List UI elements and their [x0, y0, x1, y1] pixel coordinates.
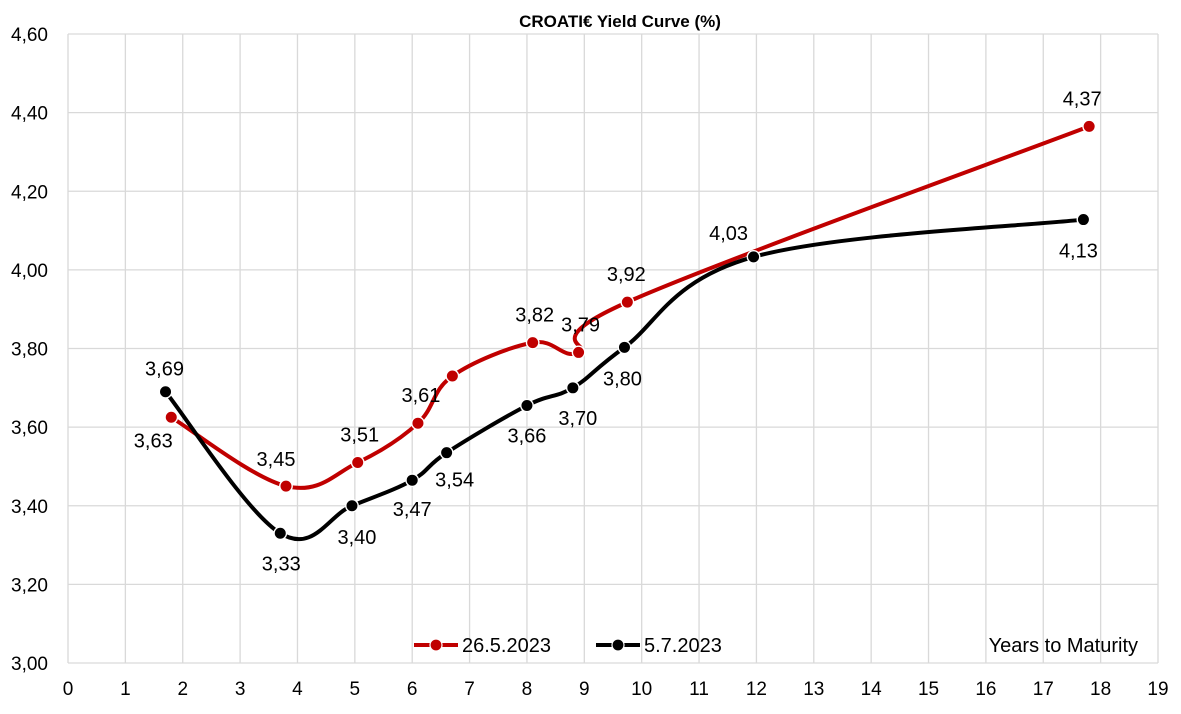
y-tick-label: 4,20	[11, 182, 48, 203]
y-tick-label: 4,40	[11, 104, 48, 125]
x-tick-label: 15	[918, 679, 939, 700]
x-tick-label: 19	[1147, 679, 1168, 700]
data-label: 3,79	[561, 314, 600, 336]
data-point	[746, 250, 761, 264]
y-tick-label: 3,20	[11, 575, 48, 596]
data-point	[405, 473, 420, 488]
legend: 26.5.2023 5.7.2023	[414, 635, 722, 657]
data-label: 3,82	[515, 305, 554, 327]
series-line-0	[169, 124, 1092, 490]
data-point	[439, 445, 454, 460]
data-label: 3,40	[338, 527, 377, 549]
y-tick-label: 4,00	[11, 261, 48, 282]
data-label: 3,47	[393, 499, 432, 521]
series-lines	[163, 124, 1092, 542]
data-label: 4,03	[709, 223, 748, 245]
grid-lines	[67, 33, 1159, 664]
data-point	[520, 398, 534, 413]
data-point	[525, 335, 540, 350]
x-tick-label: 17	[1033, 679, 1054, 700]
data-label: 4,37	[1063, 88, 1102, 110]
x-tick-label: 1	[120, 679, 131, 700]
x-axis-title: Years to Maturity	[989, 635, 1138, 657]
data-point	[164, 410, 179, 425]
x-axis-ticks: 0 1 2 3 4 5 6 7 8 9 10 11 12 13 14 15 16 17 18 19	[63, 679, 1169, 700]
data-point	[411, 416, 425, 431]
series-points	[158, 119, 1097, 541]
y-tick-label: 3,40	[11, 497, 48, 518]
data-label: 3,70	[558, 408, 597, 430]
x-tick-label: 0	[63, 679, 74, 700]
y-tick-label: 3,00	[11, 654, 48, 675]
data-point	[620, 295, 635, 310]
x-tick-label: 5	[350, 679, 361, 700]
y-tick-label: 3,80	[11, 340, 48, 361]
legend-label: 5.7.2023	[644, 635, 722, 657]
legend-marker	[429, 638, 443, 652]
y-tick-label: 3,60	[11, 418, 48, 439]
chart-title: CROATI€ Yield Curve (%)	[519, 12, 721, 31]
data-point	[350, 455, 365, 470]
data-label: 3,33	[262, 553, 301, 575]
data-label: 3,63	[134, 430, 173, 452]
data-label: 3,92	[607, 264, 646, 286]
x-tick-label: 18	[1090, 679, 1111, 700]
legend-label: 26.5.2023	[462, 635, 551, 657]
x-tick-label: 2	[177, 679, 188, 700]
x-tick-label: 3	[235, 679, 246, 700]
data-label: 3,80	[603, 368, 642, 390]
data-point	[158, 384, 173, 399]
x-tick-label: 10	[631, 679, 652, 700]
data-point	[571, 345, 586, 360]
data-point	[565, 380, 580, 395]
x-tick-label: 11	[689, 679, 709, 700]
data-label: 4,13	[1059, 241, 1098, 263]
y-tick-label: 4,60	[11, 25, 48, 46]
data-label: 3,51	[340, 425, 379, 447]
data-label: 3,54	[435, 470, 474, 492]
data-point	[279, 479, 293, 493]
x-tick-label: 8	[522, 679, 533, 700]
data-label: 3,69	[145, 359, 184, 381]
legend-marker	[611, 638, 625, 652]
data-point	[617, 340, 632, 355]
y-axis-ticks: 3,00 3,20 3,40 3,60 3,80 4,00 4,20 4,40 4,60	[11, 25, 48, 675]
x-tick-label: 12	[746, 679, 767, 700]
data-point	[1082, 119, 1097, 134]
x-tick-label: 14	[861, 679, 883, 700]
data-label: 3,61	[401, 385, 440, 407]
x-tick-label: 6	[407, 679, 418, 700]
data-point	[273, 526, 288, 541]
x-tick-label: 13	[803, 679, 824, 700]
data-point	[445, 369, 460, 383]
data-labels: 3,63 3,45 3,51 3,61 3,82 3,79 3,92 4,37 3,69 3,33…	[134, 88, 1102, 575]
data-point	[345, 498, 359, 513]
data-label: 3,66	[507, 426, 546, 448]
x-tick-label: 9	[579, 679, 590, 700]
data-point	[1076, 212, 1091, 227]
data-label: 3,45	[257, 449, 296, 471]
x-tick-label: 7	[464, 679, 475, 700]
x-tick-label: 16	[975, 679, 996, 700]
x-tick-label: 4	[292, 679, 303, 700]
